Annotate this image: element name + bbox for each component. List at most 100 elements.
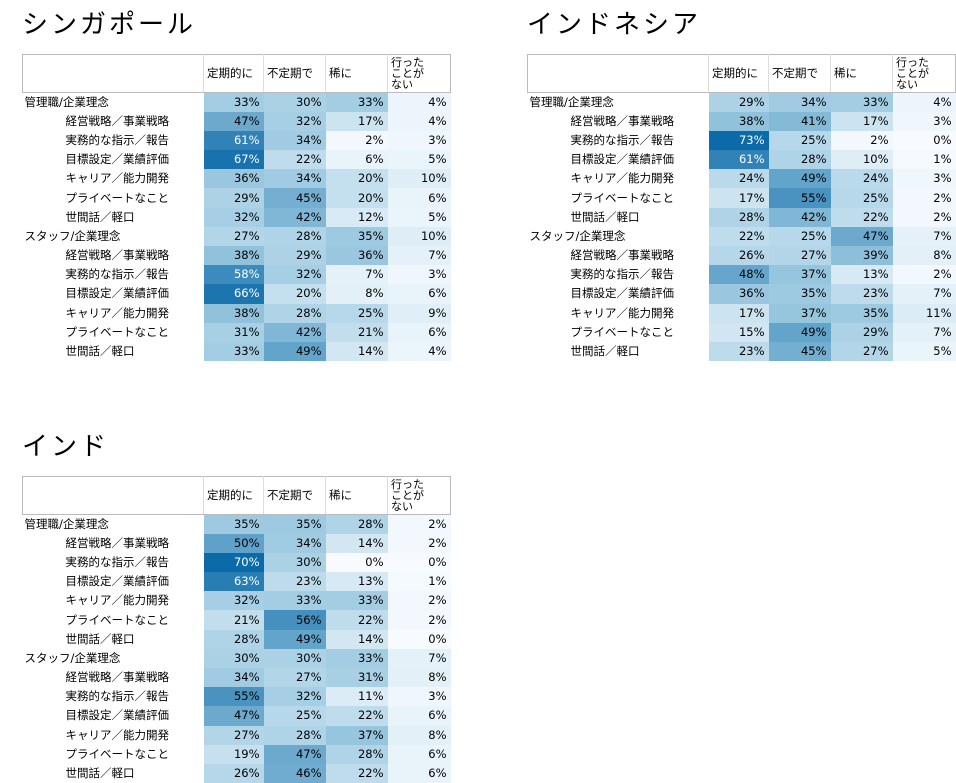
column-header: 行ったことがない xyxy=(387,54,451,93)
value-cell: 22% xyxy=(325,706,388,726)
value-cell: 30% xyxy=(263,648,326,668)
chart-title: インド xyxy=(22,432,110,462)
value-cell: 47% xyxy=(203,111,264,131)
corner-cell xyxy=(22,476,204,515)
table-row: 世間話／軽口 28% 49% 14% 0% xyxy=(23,629,451,649)
row-label: 実務的な指示／報告 xyxy=(65,267,170,282)
value-cell: 4% xyxy=(387,111,451,131)
value-cell: 35% xyxy=(203,514,264,534)
value-cell: 39% xyxy=(830,246,893,266)
value-cell: 17% xyxy=(325,111,388,131)
value-cell: 1% xyxy=(387,572,451,592)
value-cell: 25% xyxy=(768,226,831,246)
chart-title: インドネシア xyxy=(527,10,702,40)
value-cell: 14% xyxy=(325,533,388,553)
value-cell: 27% xyxy=(830,341,893,362)
value-cell: 45% xyxy=(768,341,831,362)
value-cell: 10% xyxy=(830,150,893,170)
value-cell: 24% xyxy=(708,169,769,189)
table-row: 経営戦略／事業戦略 26% 27% 39% 8% xyxy=(528,246,956,266)
row-label: キャリア／能力開発 xyxy=(65,305,170,320)
value-cell: 21% xyxy=(325,322,388,342)
value-cell: 35% xyxy=(768,284,831,304)
heatmap-table: 定期的に 不定期で 稀に 行ったことがない 管理職/企業理念 33% 30% 33% 4% 経営戦… xyxy=(22,54,451,362)
row-label: 管理職/企業理念 xyxy=(24,516,109,531)
value-cell: 27% xyxy=(203,226,264,246)
row-label: 管理職/企業理念 xyxy=(24,94,109,109)
column-header: 稀に xyxy=(325,54,388,93)
value-cell: 3% xyxy=(387,130,451,151)
value-cell: 63% xyxy=(203,572,264,592)
value-cell: 7% xyxy=(387,246,451,266)
table-row: 世間話／軽口 33% 49% 14% 4% xyxy=(23,341,451,362)
table-row: 実務的な指示／報告 48% 37% 13% 2% xyxy=(528,265,956,285)
value-cell: 42% xyxy=(263,207,326,227)
value-cell: 7% xyxy=(892,322,956,342)
value-cell: 23% xyxy=(263,572,326,592)
value-cell: 8% xyxy=(387,725,451,745)
value-cell: 17% xyxy=(708,303,769,323)
table-row: 経営戦略／事業戦略 47% 32% 17% 4% xyxy=(23,111,451,131)
value-cell: 32% xyxy=(203,591,264,611)
value-cell: 37% xyxy=(325,725,388,745)
value-cell: 13% xyxy=(830,265,893,285)
value-cell: 5% xyxy=(892,341,956,362)
value-cell: 56% xyxy=(263,610,326,630)
value-cell: 58% xyxy=(203,265,264,285)
value-cell: 4% xyxy=(892,92,956,112)
value-cell: 3% xyxy=(892,111,956,131)
table-row: 世間話／軽口 26% 46% 22% 6% xyxy=(23,763,451,783)
value-cell: 22% xyxy=(708,226,769,246)
table-row: キャリア／能力開発 17% 37% 35% 11% xyxy=(528,303,956,323)
value-cell: 7% xyxy=(325,265,388,285)
table-row: 世間話／軽口 28% 42% 22% 2% xyxy=(528,207,956,227)
value-cell: 20% xyxy=(325,188,388,208)
table-row: 管理職/企業理念 29% 34% 33% 4% xyxy=(528,92,956,112)
value-cell: 28% xyxy=(203,629,264,649)
table-row: 目標設定／業績評価 47% 25% 22% 6% xyxy=(23,706,451,726)
value-cell: 34% xyxy=(203,668,264,688)
value-cell: 7% xyxy=(387,648,451,668)
value-cell: 37% xyxy=(768,303,831,323)
value-cell: 22% xyxy=(325,610,388,630)
value-cell: 20% xyxy=(263,284,326,304)
table-row: 管理職/企業理念 33% 30% 33% 4% xyxy=(23,92,451,112)
value-cell: 70% xyxy=(203,552,264,573)
value-cell: 28% xyxy=(325,744,388,764)
value-cell: 30% xyxy=(263,552,326,573)
value-cell: 36% xyxy=(203,169,264,189)
value-cell: 34% xyxy=(768,92,831,112)
value-cell: 25% xyxy=(325,303,388,323)
value-cell: 33% xyxy=(263,591,326,611)
value-cell: 27% xyxy=(768,246,831,266)
row-label: スタッフ/企業理念 xyxy=(24,650,121,665)
value-cell: 2% xyxy=(892,265,956,285)
value-cell: 10% xyxy=(387,226,451,246)
table-row: 世間話／軽口 23% 45% 27% 5% xyxy=(528,341,956,362)
value-cell: 48% xyxy=(708,265,769,285)
value-cell: 14% xyxy=(325,341,388,362)
value-cell: 33% xyxy=(203,92,264,112)
table-row: 目標設定／業績評価 36% 35% 23% 7% xyxy=(528,284,956,304)
table-row: 実務的な指示／報告 73% 25% 2% 0% xyxy=(528,130,956,151)
value-cell: 30% xyxy=(203,648,264,668)
value-cell: 41% xyxy=(768,111,831,131)
value-cell: 49% xyxy=(263,341,326,362)
table-row: 経営戦略／事業戦略 38% 29% 36% 7% xyxy=(23,246,451,266)
value-cell: 22% xyxy=(263,150,326,170)
value-cell: 67% xyxy=(203,150,264,170)
row-label: プライベートなこと xyxy=(65,612,170,627)
value-cell: 2% xyxy=(892,207,956,227)
table-row: プライベートなこと 19% 47% 28% 6% xyxy=(23,744,451,764)
value-cell: 55% xyxy=(203,687,264,707)
row-label: 世間話／軽口 xyxy=(65,631,135,646)
row-label: プライベートなこと xyxy=(570,190,675,205)
value-cell: 46% xyxy=(263,763,326,783)
value-cell: 5% xyxy=(387,207,451,227)
row-label: 目標設定／業績評価 xyxy=(570,286,675,301)
value-cell: 42% xyxy=(768,207,831,227)
table-row: 目標設定／業績評価 63% 23% 13% 1% xyxy=(23,572,451,592)
indonesia-panel: インドネシア 定期的に 不定期で 稀に 行ったことがない 管理職/企業理念 29% 34% 3… xyxy=(527,10,956,362)
value-cell: 34% xyxy=(263,533,326,553)
table-row: 実務的な指示／報告 61% 34% 2% 3% xyxy=(23,130,451,151)
